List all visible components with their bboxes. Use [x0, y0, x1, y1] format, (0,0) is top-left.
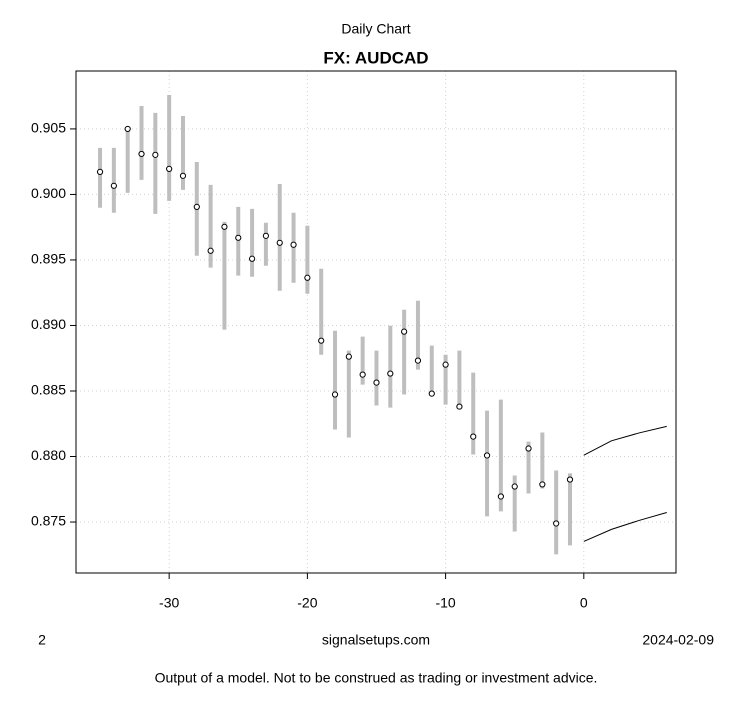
- close-point: [331, 391, 339, 398]
- close-point: [207, 247, 214, 254]
- close-point: [414, 357, 422, 364]
- x-tick-label: -10: [435, 595, 455, 611]
- close-point: [359, 371, 366, 378]
- y-tick-label: 0.890: [31, 316, 66, 332]
- chart-subtitle: Daily Chart: [341, 21, 410, 37]
- close-point: [539, 481, 546, 488]
- plot-frame: [75, 70, 677, 574]
- close-point: [428, 390, 435, 397]
- close-point: [470, 433, 477, 440]
- close-point: [235, 234, 242, 241]
- close-point: [179, 172, 187, 179]
- close-point: [566, 476, 574, 483]
- close-point: [124, 125, 131, 133]
- close-point: [110, 182, 117, 189]
- y-tick-label: 0.875: [31, 513, 66, 529]
- footer-center: signalsetups.com: [322, 632, 430, 648]
- close-point: [166, 165, 173, 172]
- y-tick-label: 0.905: [31, 120, 66, 136]
- close-point: [290, 241, 297, 248]
- close-point: [345, 353, 352, 360]
- close-point: [401, 328, 408, 335]
- forecast-upper: [583, 425, 667, 456]
- close-point: [221, 223, 228, 230]
- chart-title: FX: AUDCAD: [323, 48, 428, 67]
- close-point: [373, 379, 380, 386]
- x-tick-label: -30: [159, 595, 179, 611]
- close-point: [262, 232, 270, 239]
- close-point: [248, 255, 256, 262]
- close-point: [138, 150, 145, 158]
- footer-right: 2024-02-09: [642, 632, 714, 648]
- footer-left: 2: [38, 632, 46, 648]
- y-tick-label: 0.895: [31, 251, 66, 267]
- close-point: [483, 452, 491, 459]
- y-tick-label: 0.880: [31, 447, 66, 463]
- close-point: [456, 403, 463, 410]
- close-point: [276, 239, 283, 246]
- y-tick-label: 0.900: [31, 185, 66, 201]
- x-tick-label: -20: [297, 595, 317, 611]
- close-point: [96, 168, 104, 175]
- disclaimer: Output of a model. Not to be construed a…: [155, 670, 598, 686]
- forecast-lower: [583, 511, 667, 542]
- x-tick-label: 0: [580, 595, 588, 611]
- close-point: [318, 337, 325, 344]
- close-point: [152, 151, 159, 158]
- close-point: [387, 370, 394, 377]
- close-point: [442, 361, 449, 368]
- y-tick-label: 0.885: [31, 382, 66, 398]
- close-point: [525, 445, 532, 452]
- close-point: [553, 520, 560, 527]
- close-point: [511, 483, 518, 490]
- close-point: [304, 274, 311, 281]
- close-point: [193, 203, 200, 210]
- close-point: [497, 493, 504, 500]
